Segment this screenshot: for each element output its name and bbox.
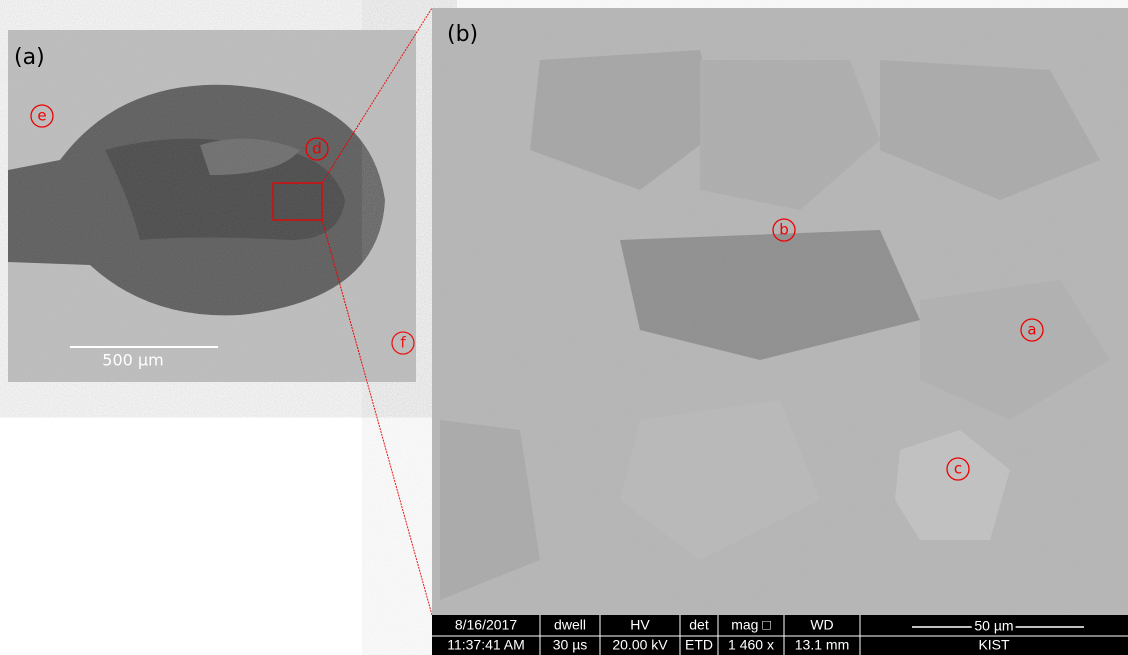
- info-header: HV: [630, 617, 650, 633]
- info-header: 8/16/2017: [455, 617, 517, 633]
- scale-bar-label: 500 µm: [102, 351, 163, 370]
- info-header: WD: [810, 617, 833, 633]
- info-value: 20.00 kV: [612, 637, 668, 653]
- info-value: ETD: [685, 637, 713, 653]
- marker: d: [312, 140, 322, 158]
- panel-label: (a): [14, 45, 45, 70]
- panel-label: (b): [447, 22, 478, 47]
- info-header: mag □: [731, 617, 771, 633]
- institute: KIST: [978, 637, 1010, 653]
- marker: c: [954, 460, 962, 478]
- panel-b: (b) b a c: [432, 8, 1128, 615]
- info-bar: 50 µm KIST 8/16/2017 11:37:41 AM dwell 30 µ…: [432, 615, 1128, 655]
- info-value: 30 µs: [553, 637, 588, 653]
- info-value: 1 460 x: [728, 637, 774, 653]
- info-header: dwell: [554, 617, 586, 633]
- panel-a: 500 µm (a) e d f: [8, 30, 416, 382]
- marker: f: [400, 334, 406, 352]
- marker: b: [779, 221, 789, 239]
- marker: a: [1027, 321, 1036, 339]
- info-value: 13.1 mm: [795, 637, 849, 653]
- info-value: 11:37:41 AM: [447, 637, 525, 653]
- marker: e: [37, 107, 46, 125]
- scale-label: 50 µm: [974, 618, 1013, 634]
- info-header: det: [689, 617, 709, 633]
